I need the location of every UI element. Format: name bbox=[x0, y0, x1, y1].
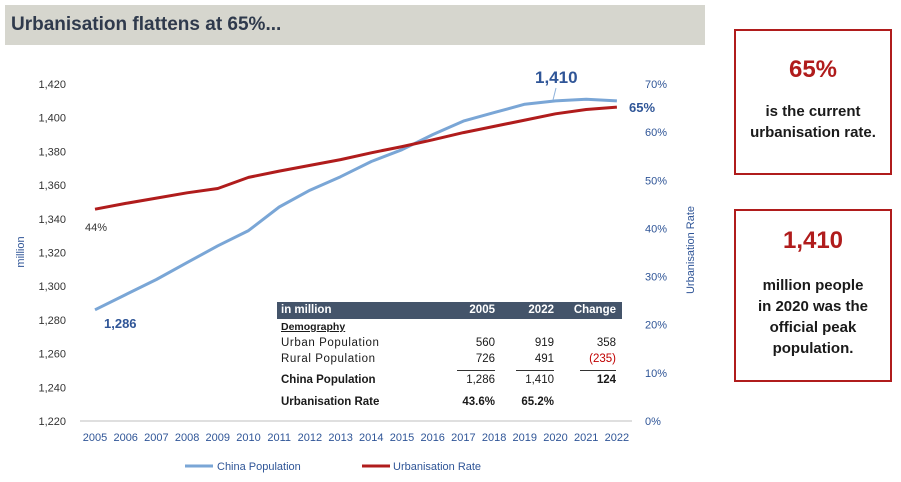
right-tick-label: 40% bbox=[645, 223, 667, 235]
chart-title: Urbanisation flattens at 65%... bbox=[11, 14, 282, 35]
peak-leader-line bbox=[552, 87, 557, 101]
left-tick-label: 1,240 bbox=[38, 382, 66, 394]
table-row-label: Urban Population bbox=[281, 337, 380, 349]
left-tick-label: 1,340 bbox=[38, 214, 66, 226]
kpi-text: is the current urbanisation rate. bbox=[750, 103, 876, 141]
table-header-2005: 2005 bbox=[469, 304, 495, 316]
x-tick-label: 2022 bbox=[605, 432, 629, 444]
right-axis-label: Urbanisation Rate bbox=[685, 206, 697, 294]
x-tick-label: 2020 bbox=[543, 432, 567, 444]
right-tick-label: 30% bbox=[645, 272, 667, 284]
table-rate-2022: 65.2% bbox=[521, 396, 554, 408]
table-header-label: in million bbox=[281, 304, 332, 316]
series-line-urbanisation-rate bbox=[94, 105, 618, 211]
table-section-label: Demography bbox=[281, 321, 346, 333]
table-total-label: China Population bbox=[281, 374, 376, 386]
left-axis-ticks: 1,220 1,240 1,260 1,280 1,300 1,320 1,340 1,360… bbox=[38, 79, 66, 428]
left-tick-label: 1,320 bbox=[38, 248, 66, 260]
x-tick-label: 2005 bbox=[83, 432, 107, 444]
table-cell-2022: 491 bbox=[534, 353, 554, 365]
table-row: Urban Population 560 919 358 bbox=[277, 335, 622, 351]
left-tick-label: 1,420 bbox=[38, 79, 66, 91]
left-tick-label: 1,220 bbox=[38, 416, 66, 428]
series-line-china-population bbox=[94, 97, 617, 312]
right-tick-label: 50% bbox=[645, 175, 667, 187]
table-total-change: 124 bbox=[580, 370, 616, 386]
table-cell-2005: 560 bbox=[475, 337, 495, 349]
x-tick-label: 2010 bbox=[236, 432, 260, 444]
table-cell-change: (235) bbox=[589, 353, 616, 365]
kpi-card-population: 1,410 million people in 2020 was the off… bbox=[734, 209, 892, 382]
left-tick-label: 1,300 bbox=[38, 281, 66, 293]
right-tick-label: 20% bbox=[645, 320, 667, 332]
table-rate-label: Urbanisation Rate bbox=[281, 396, 380, 408]
x-tick-label: 2021 bbox=[574, 432, 598, 444]
table-total-2005: 1,286 bbox=[457, 370, 495, 386]
kpi-text: million people in 2020 was the official … bbox=[757, 277, 869, 357]
series-lines bbox=[94, 97, 618, 312]
x-tick-label: 2018 bbox=[482, 432, 506, 444]
left-tick-label: 1,360 bbox=[38, 180, 66, 192]
kpi-card-urbanisation: 65% is the current urbanisation rate. bbox=[734, 29, 892, 175]
x-tick-label: 2015 bbox=[390, 432, 414, 444]
right-tick-label: 60% bbox=[645, 127, 667, 139]
left-tick-label: 1,280 bbox=[38, 315, 66, 327]
kpi-value: 1,410 bbox=[782, 227, 844, 254]
table-section-row: Demography bbox=[277, 319, 622, 335]
data-label-population-start: 1,286 bbox=[104, 316, 137, 331]
legend-label-urbanisation-rate: Urbanisation Rate bbox=[393, 461, 481, 473]
annotations: 1,286 1,410 44% 65% bbox=[85, 68, 655, 331]
table-row: Rural Population 726 491 (235) bbox=[277, 351, 622, 367]
right-tick-label: 70% bbox=[645, 79, 667, 91]
table-header-2022: 2022 bbox=[528, 304, 554, 316]
x-tick-label: 2011 bbox=[267, 432, 291, 444]
left-tick-label: 1,400 bbox=[38, 113, 66, 125]
table-total-2022: 1,410 bbox=[516, 370, 554, 386]
table-header-change: Change bbox=[573, 304, 616, 316]
table-header: in million 2005 2022 Change bbox=[277, 302, 622, 319]
table-cell-change: 358 bbox=[596, 337, 616, 349]
data-label-rate-end: 65% bbox=[629, 100, 655, 115]
legend-label-china-population: China Population bbox=[217, 461, 301, 473]
x-tick-label: 2006 bbox=[113, 432, 137, 444]
x-tick-label: 2012 bbox=[298, 432, 322, 444]
table-cell-2022: 919 bbox=[534, 337, 554, 349]
left-axis-label: million bbox=[15, 236, 27, 267]
legend: China Population Urbanisation Rate bbox=[185, 461, 481, 473]
summary-table: in million 2005 2022 Change Demography U… bbox=[277, 302, 622, 413]
kpi-value: 65% bbox=[788, 56, 838, 83]
x-tick-label: 2014 bbox=[359, 432, 383, 444]
data-label-rate-start: 44% bbox=[85, 222, 107, 234]
right-axis-ticks: 0% 10% 20% 30% 40% 50% 60% 70% bbox=[645, 79, 667, 428]
table-rate-row: Urbanisation Rate 43.6% 65.2% bbox=[277, 391, 622, 413]
data-label-population-peak: 1,410 bbox=[535, 68, 578, 87]
table-cell-2005: 726 bbox=[475, 353, 495, 365]
x-tick-label: 2009 bbox=[206, 432, 230, 444]
x-axis-ticks: 2005 2006 2007 2008 2009 2010 2011 2012 2013 2014… bbox=[83, 432, 629, 444]
left-tick-label: 1,260 bbox=[38, 349, 66, 361]
x-tick-label: 2007 bbox=[144, 432, 168, 444]
title-bar: Urbanisation flattens at 65%... bbox=[5, 5, 705, 45]
left-tick-label: 1,380 bbox=[38, 146, 66, 158]
table-row-label: Rural Population bbox=[281, 353, 376, 365]
right-tick-label: 10% bbox=[645, 368, 667, 380]
x-tick-label: 2017 bbox=[451, 432, 475, 444]
right-tick-label: 0% bbox=[645, 416, 661, 428]
x-tick-label: 2013 bbox=[328, 432, 352, 444]
x-tick-label: 2016 bbox=[420, 432, 444, 444]
x-tick-label: 2019 bbox=[513, 432, 537, 444]
x-tick-label: 2008 bbox=[175, 432, 199, 444]
table-total-row: China Population 1,286 1,410 124 bbox=[277, 367, 622, 391]
table-rate-2005: 43.6% bbox=[462, 396, 495, 408]
